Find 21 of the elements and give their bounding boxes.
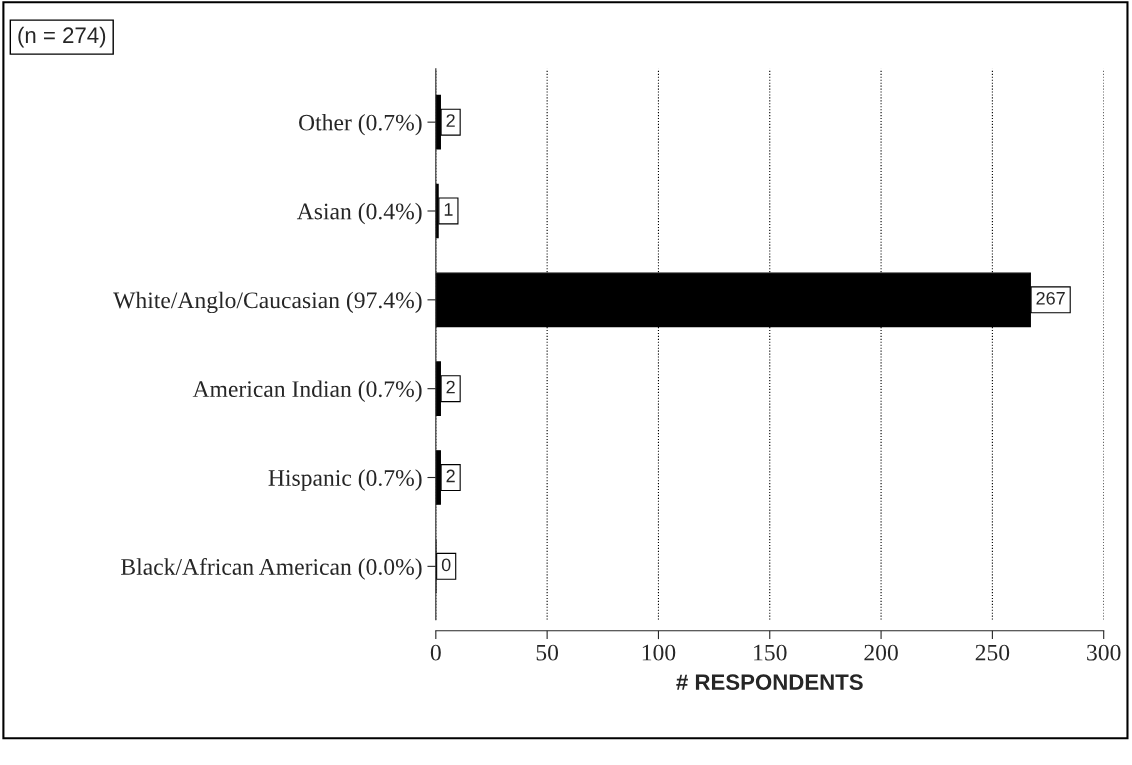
- data-label: 2: [446, 380, 455, 394]
- y-tick-label: Hispanic (0.7%): [268, 469, 422, 491]
- y-tick-label: White/Anglo/Caucasian (97.4%): [113, 291, 422, 314]
- data-label: 2: [446, 469, 455, 483]
- y-tick-label: American Indian (0.7%): [192, 380, 422, 402]
- x-tick-label: 250: [975, 644, 1010, 661]
- data-label: 0: [441, 558, 451, 572]
- x-tick-label: 100: [642, 644, 676, 661]
- data-label: 267: [1036, 291, 1065, 305]
- y-tick-label: Other (0.7%): [299, 113, 422, 136]
- y-tick-label: Asian (0.4%): [296, 202, 422, 225]
- x-tick-label: 150: [754, 644, 787, 661]
- data-label: 2: [446, 114, 455, 127]
- x-axis-title: # RESPONDENTS: [676, 674, 863, 691]
- data-label: 1: [444, 203, 453, 216]
- text: (n = 274): [18, 26, 106, 48]
- x-tick-label: 50: [536, 644, 559, 661]
- x-tick-label: 300: [1087, 644, 1121, 661]
- x-tick-label: 0: [430, 644, 441, 661]
- y-tick-label: Black/African American (0.0%): [121, 558, 422, 580]
- x-tick-label: 200: [864, 644, 898, 661]
